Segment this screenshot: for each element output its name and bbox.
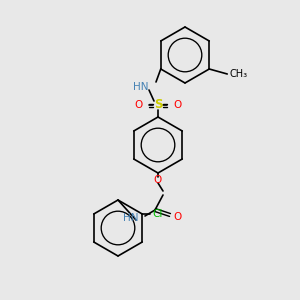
Text: O: O — [173, 212, 181, 222]
Text: O: O — [173, 100, 181, 110]
Text: O: O — [135, 100, 143, 110]
Text: HN: HN — [133, 82, 148, 92]
Text: HN: HN — [124, 213, 139, 223]
Text: O: O — [154, 175, 162, 185]
Text: Cl: Cl — [152, 209, 163, 219]
Text: CH₃: CH₃ — [229, 69, 248, 79]
Text: S: S — [154, 98, 162, 112]
